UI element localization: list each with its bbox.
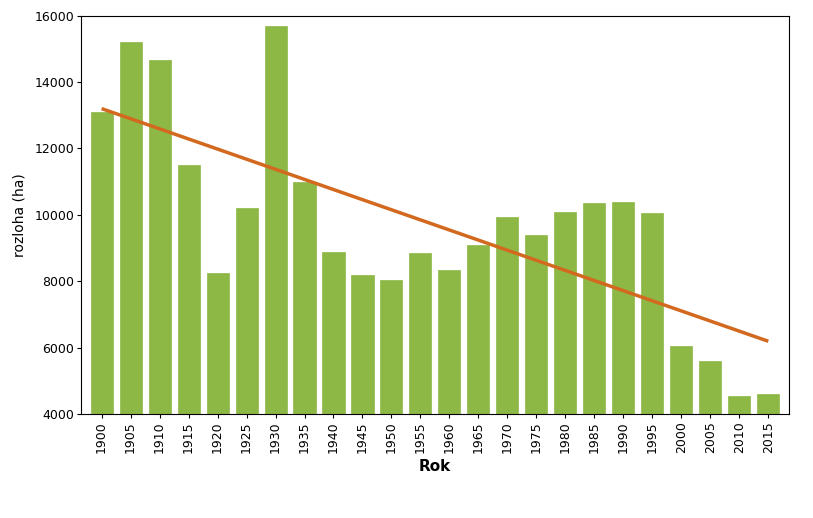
Y-axis label: rozloha (ha): rozloha (ha) — [12, 173, 26, 257]
Bar — [497, 217, 519, 518]
Bar — [120, 42, 141, 518]
Bar — [323, 252, 345, 518]
Bar — [177, 165, 199, 518]
Bar — [293, 182, 315, 518]
Bar — [467, 245, 489, 518]
X-axis label: Rok: Rok — [419, 459, 451, 474]
Bar — [554, 212, 576, 518]
Bar — [699, 361, 721, 518]
Bar — [641, 213, 663, 518]
Bar — [671, 346, 693, 518]
Bar — [90, 112, 113, 518]
Bar — [380, 280, 402, 518]
Bar — [438, 270, 460, 518]
Bar — [525, 235, 547, 518]
Bar — [236, 208, 258, 518]
Bar — [264, 25, 286, 518]
Bar — [757, 395, 780, 518]
Bar — [207, 273, 228, 518]
Bar — [612, 202, 634, 518]
Bar — [410, 253, 432, 518]
Bar — [149, 61, 171, 518]
Bar — [728, 396, 750, 518]
Bar — [351, 275, 373, 518]
Bar — [584, 204, 606, 518]
